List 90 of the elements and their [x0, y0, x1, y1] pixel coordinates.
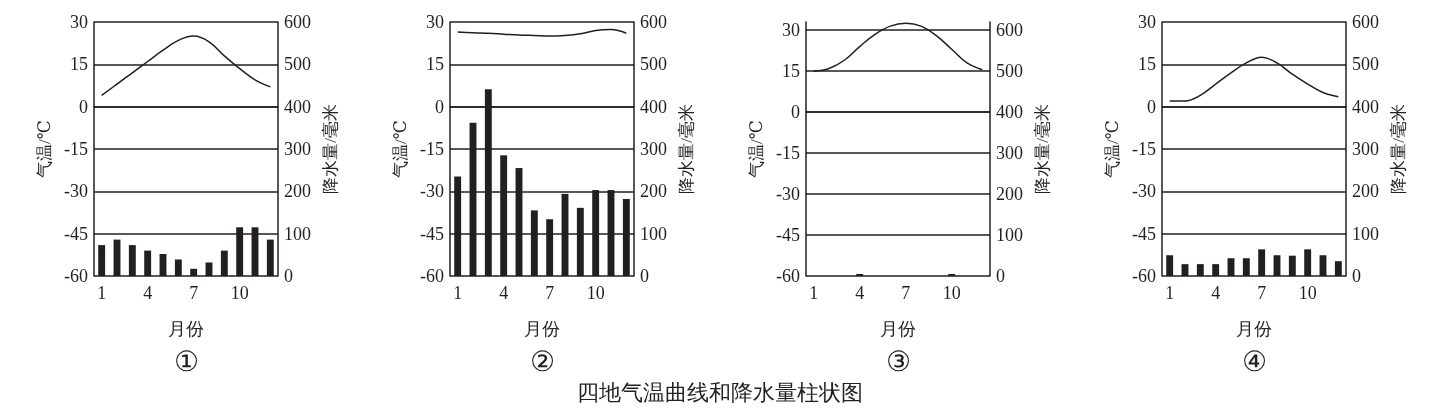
y-tick-label: -45 [1132, 223, 1156, 244]
x-axis-title: 月份 [1236, 319, 1272, 339]
x-tick-label: 10 [942, 283, 961, 303]
x-tick-label: 1 [97, 283, 107, 303]
y-tick-label: -15 [64, 139, 88, 159]
y2-tick-label: 500 [640, 54, 667, 75]
y-tick-label: 15 [426, 54, 444, 75]
y-tick-label: -60 [420, 266, 444, 286]
y-tick-label: -15 [420, 139, 444, 159]
y-tick-label: -15 [776, 143, 800, 164]
x-tick-label: 7 [1257, 283, 1267, 303]
y2-tick-label: 300 [640, 139, 667, 159]
line-series [456, 28, 628, 37]
y-tick-label: -30 [420, 181, 444, 202]
y2-tick-label: 400 [1352, 96, 1379, 117]
y-tick-label: -60 [776, 266, 800, 286]
y-tick-label: 30 [70, 12, 88, 32]
y2-tick-label: 600 [996, 20, 1023, 41]
y-tick-label: -45 [64, 223, 88, 244]
y-tick-label: 0 [79, 96, 88, 117]
y2-tick-label: 200 [640, 181, 667, 202]
x-tick-label: 4 [1211, 283, 1221, 303]
y2-tick-label: 300 [284, 139, 311, 159]
x-tick-label: 7 [189, 283, 199, 303]
x-tick-label: 7 [901, 283, 911, 303]
y-axis-title: 气温/℃ [35, 120, 55, 178]
y2-axis-title: 降水量/毫米 [1032, 104, 1052, 194]
text: ④ [1241, 345, 1267, 377]
x-tick-label: 10 [1298, 283, 1317, 303]
y-tick-label: -30 [64, 181, 88, 202]
y-tick-label: -60 [64, 266, 88, 286]
y-tick-label: -30 [1132, 181, 1156, 202]
y2-tick-label: 100 [284, 223, 311, 244]
x-tick-label: 4 [499, 283, 509, 303]
y-tick-label: 30 [426, 12, 444, 32]
x-tick-label: 10 [230, 283, 249, 303]
y2-tick-label: 0 [640, 266, 649, 286]
x-tick-label: 1 [453, 283, 463, 303]
y-axis-title: 气温/℃ [391, 120, 411, 178]
y-axis-title: 气温/℃ [1103, 120, 1123, 178]
x-tick-label: 4 [143, 283, 153, 303]
y2-tick-label: 400 [996, 102, 1023, 123]
y2-tick-label: 600 [1352, 12, 1379, 32]
y2-tick-label: 600 [640, 12, 667, 32]
y-tick-label: 15 [70, 54, 88, 75]
y2-tick-label: 200 [284, 181, 311, 202]
y2-tick-label: 0 [1352, 266, 1361, 286]
text: 四地气温曲线和降水量柱状图 [576, 380, 864, 406]
x-tick-label: 1 [809, 283, 819, 303]
y2-tick-label: 200 [1352, 181, 1379, 202]
y2-axis-title: 降水量/毫米 [676, 104, 696, 194]
y2-tick-label: 0 [996, 266, 1005, 286]
y2-tick-label: 100 [640, 223, 667, 244]
x-tick-label: 4 [855, 283, 865, 303]
y2-tick-label: 200 [996, 184, 1023, 205]
y2-tick-label: 400 [640, 96, 667, 117]
x-axis-title: 月份 [880, 319, 916, 339]
y2-tick-label: 100 [1352, 223, 1379, 244]
y2-tick-label: 300 [1352, 139, 1379, 159]
y-tick-label: 0 [1147, 96, 1156, 117]
y2-tick-label: 500 [284, 54, 311, 75]
x-axis-title: 月份 [524, 319, 560, 339]
x-tick-label: 1 [1165, 283, 1175, 303]
text: ② [529, 345, 555, 377]
x-tick-label: 10 [586, 283, 605, 303]
y-tick-label: -15 [1132, 139, 1156, 159]
x-tick-label: 7 [545, 283, 555, 303]
y-tick-label: -45 [776, 225, 800, 246]
y-tick-label: -60 [1132, 266, 1156, 286]
y2-axis-title: 降水量/毫米 [320, 104, 340, 194]
text: ① [173, 345, 199, 377]
y-tick-label: -30 [776, 184, 800, 205]
y-tick-label: 0 [791, 102, 800, 123]
y-tick-label: 30 [1138, 12, 1156, 32]
y2-tick-label: 600 [284, 12, 311, 32]
y2-tick-label: 300 [996, 143, 1023, 164]
y2-tick-label: 400 [284, 96, 311, 117]
y-tick-label: 15 [782, 61, 800, 82]
y-tick-label: 15 [1138, 54, 1156, 75]
y-tick-label: 0 [435, 96, 444, 117]
x-axis-title: 月份 [168, 319, 204, 339]
y2-tick-label: 500 [1352, 54, 1379, 75]
text: ③ [885, 345, 911, 377]
y-axis-title: 气温/℃ [747, 120, 767, 178]
y2-axis-title: 降水量/毫米 [1388, 104, 1408, 194]
y2-tick-label: 100 [996, 225, 1023, 246]
y2-tick-label: 0 [284, 266, 293, 286]
y-tick-label: -45 [420, 223, 444, 244]
y2-tick-label: 500 [996, 61, 1023, 82]
y-tick-label: 30 [782, 20, 800, 41]
